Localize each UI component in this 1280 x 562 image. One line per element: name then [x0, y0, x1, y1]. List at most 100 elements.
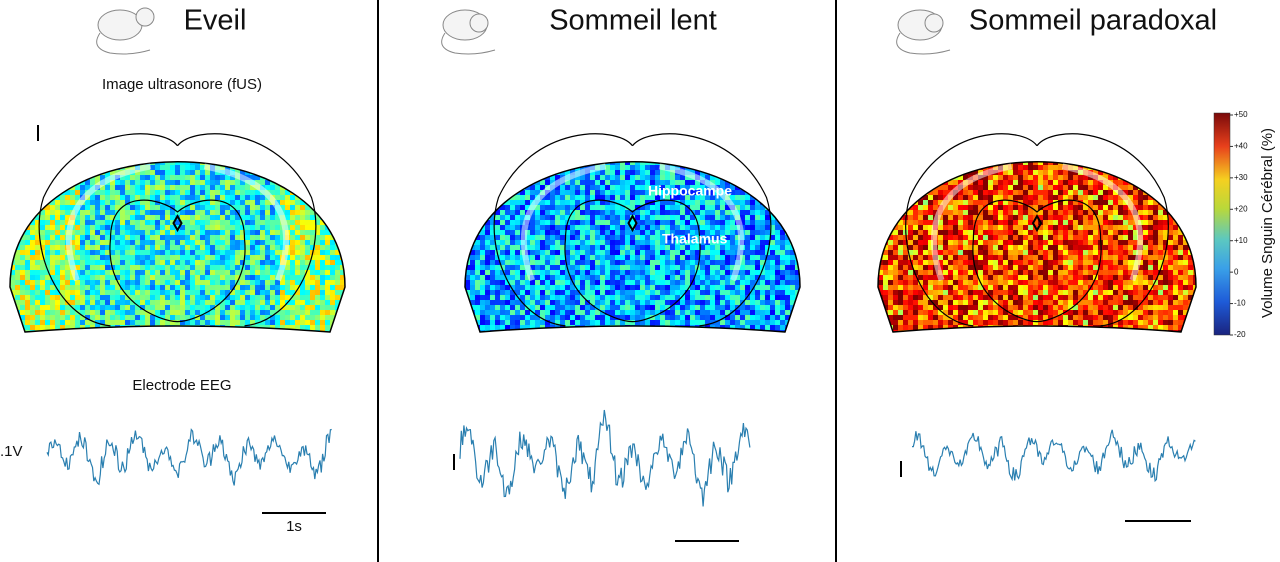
pixel [285, 305, 290, 310]
pixel [240, 270, 245, 275]
pixel [775, 175, 780, 180]
pixel [35, 280, 40, 285]
colorbar-tick-label: -10 [1234, 299, 1246, 308]
pixel [765, 175, 770, 180]
pixel [555, 250, 560, 255]
pixel [720, 250, 725, 255]
pixel [65, 120, 70, 125]
pixel [645, 245, 650, 250]
pixel [320, 320, 325, 325]
pixel [620, 205, 625, 210]
pixel [170, 125, 175, 130]
pixel [235, 290, 240, 295]
pixel [510, 140, 515, 145]
pixel [130, 235, 135, 240]
pixel [280, 310, 285, 315]
pixel [25, 215, 30, 220]
pixel [575, 265, 580, 270]
pixel [145, 305, 150, 310]
pixel [30, 240, 35, 245]
pixel [485, 120, 490, 125]
pixel [75, 260, 80, 265]
pixel [725, 170, 730, 175]
pixel [280, 320, 285, 325]
pixel [215, 170, 220, 175]
pixel [265, 285, 270, 290]
pixel [570, 120, 575, 125]
pixel [30, 195, 35, 200]
pixel [145, 315, 150, 320]
pixel [250, 215, 255, 220]
pixel [130, 290, 135, 295]
pixel [235, 140, 240, 145]
pixel [15, 280, 20, 285]
pixel [170, 190, 175, 195]
pixel [655, 190, 660, 195]
pixel [610, 260, 615, 265]
pixel [470, 170, 475, 175]
pixel [700, 120, 705, 125]
pixel [775, 260, 780, 265]
pixel [715, 205, 720, 210]
pixel [110, 145, 115, 150]
pixel [680, 260, 685, 265]
pixel [25, 125, 30, 130]
pixel [55, 140, 60, 145]
pixel [235, 125, 240, 130]
pixel [285, 120, 290, 125]
pixel [695, 200, 700, 205]
pixel [75, 185, 80, 190]
pixel [100, 185, 105, 190]
pixel [750, 205, 755, 210]
pixel [145, 135, 150, 140]
pixel [740, 215, 745, 220]
pixel [745, 200, 750, 205]
pixel [135, 305, 140, 310]
pixel [545, 210, 550, 215]
pixel [165, 315, 170, 320]
pixel [230, 140, 235, 145]
pixel [295, 190, 300, 195]
pixel [205, 205, 210, 210]
pixel [305, 135, 310, 140]
pixel [470, 185, 475, 190]
pixel [270, 255, 275, 260]
pixel [130, 125, 135, 130]
pixel [705, 190, 710, 195]
pixel [690, 265, 695, 270]
pixel [755, 245, 760, 250]
pixel [310, 170, 315, 175]
pixel [55, 215, 60, 220]
pixel [250, 161, 255, 165]
pixel [620, 150, 625, 155]
pixel [135, 215, 140, 220]
pixel [520, 215, 525, 220]
pixel [130, 120, 135, 125]
pixel [255, 130, 260, 135]
pixel [145, 120, 150, 125]
pixel [580, 255, 585, 260]
pixel [665, 235, 670, 240]
pixel [515, 245, 520, 250]
pixel [715, 195, 720, 200]
pixel [65, 145, 70, 150]
pixel [685, 155, 690, 160]
pixel [295, 325, 300, 330]
pixel [730, 195, 735, 200]
pixel [255, 225, 260, 230]
pixel [755, 161, 760, 165]
pixel [10, 320, 15, 325]
pixel [85, 310, 90, 315]
pixel [150, 210, 155, 215]
pixel [545, 130, 550, 135]
pixel [290, 260, 295, 265]
pixel [705, 205, 710, 210]
pixel [135, 185, 140, 190]
pixel [295, 165, 300, 170]
pixel [120, 145, 125, 150]
pixel [760, 215, 765, 220]
pixel [575, 120, 580, 125]
pixel [760, 230, 765, 235]
pixel [120, 195, 125, 200]
pixel [270, 170, 275, 175]
